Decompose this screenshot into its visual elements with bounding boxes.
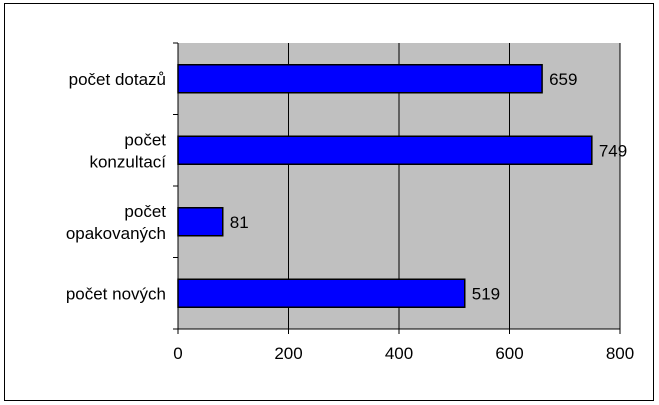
- data-label: 749: [599, 141, 627, 160]
- bars: [177, 64, 593, 308]
- bar: [177, 278, 466, 308]
- labels: 0 200 400 600 800 659 počet dotazů 749 počet konz…: [66, 70, 634, 363]
- bar: [177, 135, 593, 165]
- category-label: počet opakovaných: [66, 202, 166, 243]
- category-label-line: konzultací: [89, 152, 166, 171]
- x-tick-label: 200: [274, 344, 302, 363]
- category-label-line: počet nových: [66, 284, 166, 303]
- data-label: 659: [549, 70, 577, 89]
- bar: [177, 64, 543, 94]
- x-tick-label: 400: [385, 344, 413, 363]
- category-label: počet konzultací: [89, 130, 166, 171]
- category-label: počet dotazů: [69, 70, 166, 89]
- category-label: počet nových: [66, 284, 166, 303]
- category-label-line: počet: [124, 130, 166, 149]
- category-label-line: počet dotazů: [69, 70, 166, 89]
- category-label-line: opakovaných: [66, 224, 166, 243]
- category-label-line: počet: [124, 202, 166, 221]
- data-label: 81: [230, 213, 249, 232]
- x-tick-label: 600: [495, 344, 523, 363]
- data-label: 519: [472, 284, 500, 303]
- x-tick-label: 0: [173, 344, 182, 363]
- x-tick-label: 800: [606, 344, 634, 363]
- bar: [177, 207, 224, 237]
